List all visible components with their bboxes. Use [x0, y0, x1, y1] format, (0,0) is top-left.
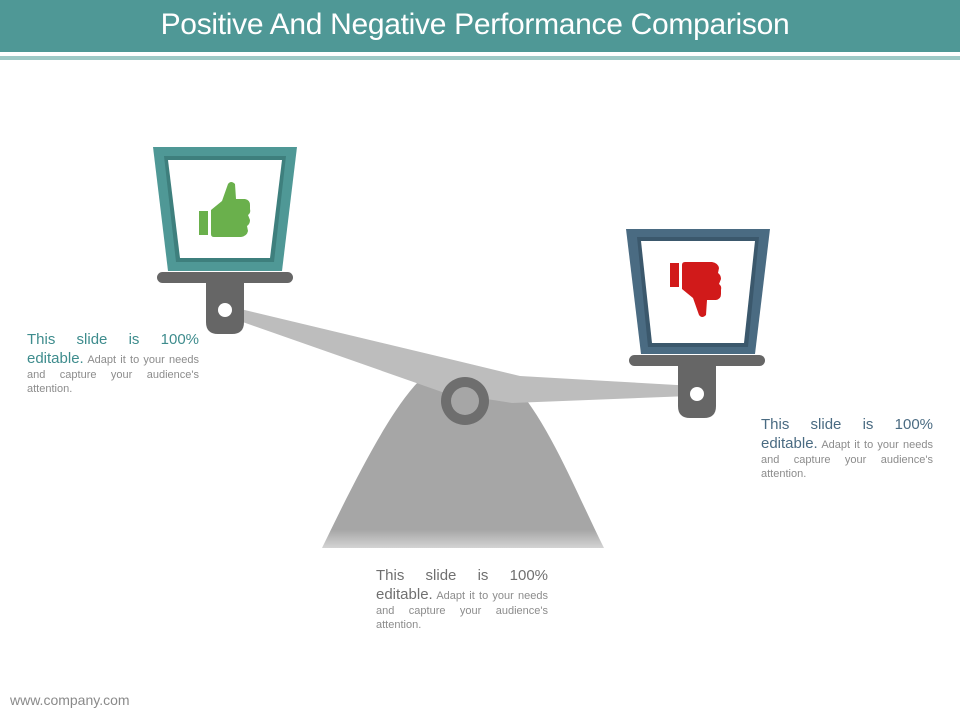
- text-block-right: This slide is 100% editable. Adapt it to…: [761, 415, 933, 481]
- text-block-left-body: Adapt it to your needs and capture your …: [27, 354, 200, 395]
- thumbs-up-icon: [199, 182, 251, 237]
- left-pan-plate: [157, 272, 293, 283]
- text-block-left: This slide is 100% editable. Adapt it to…: [27, 330, 199, 396]
- pivot-hole: [451, 387, 479, 415]
- positive-pan: [153, 147, 297, 334]
- slide-title: Positive And Negative Performance Compar…: [160, 8, 790, 41]
- negative-pan: [626, 229, 770, 418]
- text-block-left-lead: This slide is 100% editable.: [27, 331, 199, 367]
- text-block-right-body: Adapt it to your needs and capture your …: [761, 439, 934, 480]
- thumbs-down-icon: [670, 262, 722, 317]
- right-pan-plate: [629, 355, 765, 366]
- title-bar: [0, 0, 960, 52]
- text-block-right-lead: This slide is 100% editable.: [761, 416, 933, 452]
- footer-url: www.company.com: [10, 692, 130, 708]
- scale-fulcrum: [322, 365, 604, 548]
- text-block-bottom-lead: This slide is 100% editable.: [376, 567, 548, 603]
- title-divider: [0, 56, 960, 60]
- text-block-bottom-body: Adapt it to your needs and capture your …: [376, 590, 549, 631]
- text-block-bottom: This slide is 100% editable. Adapt it to…: [376, 566, 548, 632]
